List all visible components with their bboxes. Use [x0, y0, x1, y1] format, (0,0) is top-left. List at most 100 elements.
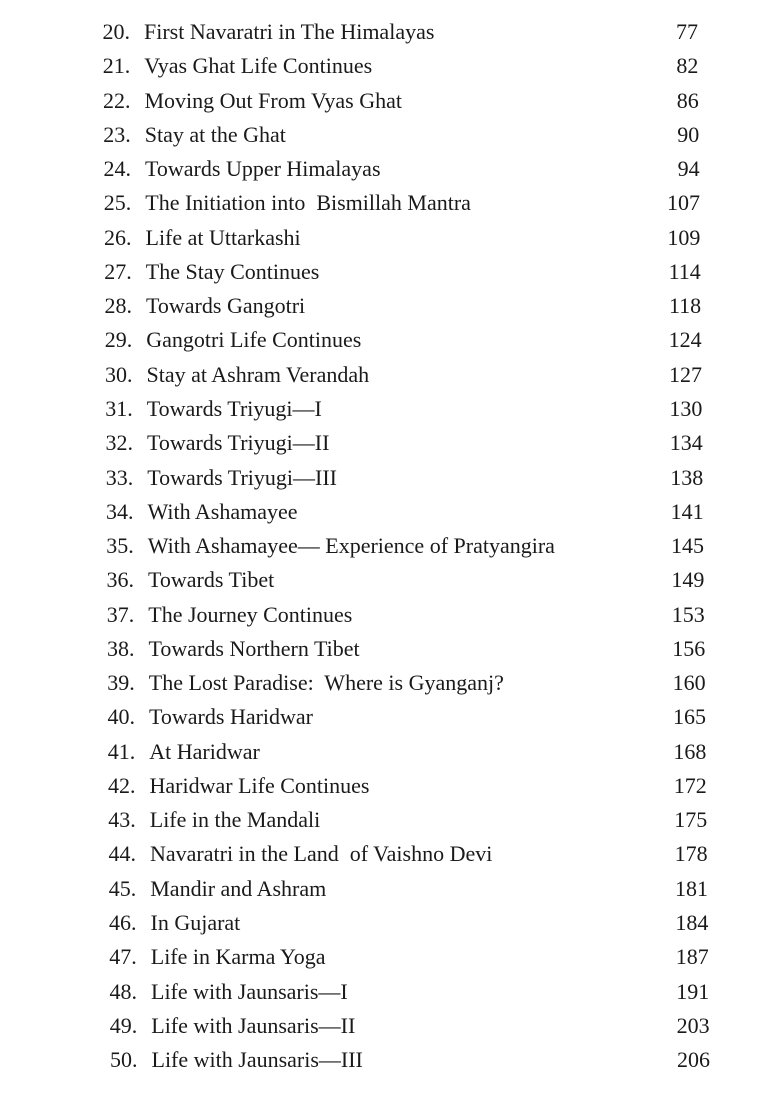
- toc-entry: 44. Navaratri in the Land of Vaishno Devi…: [88, 839, 708, 869]
- entry-title: Towards Tibet: [148, 567, 275, 593]
- entry-title: Life with Jaunsaris—II: [151, 1012, 356, 1038]
- toc-entry: 23. Stay at the Ghat 90: [83, 120, 699, 150]
- toc-entry: 38. Towards Northern Tibet 156: [87, 634, 706, 664]
- toc-entry: 24. Towards Upper Himalayas 94: [83, 154, 700, 184]
- entry-title: Towards Triyugi—III: [147, 464, 337, 490]
- entry-number: 26.: [104, 224, 132, 250]
- entry-number: 22.: [103, 87, 131, 113]
- entry-page: 165: [673, 704, 706, 730]
- entry-title: The Lost Paradise: Where is Gyanganj?: [148, 670, 504, 696]
- entry-title: Moving Out From Vyas Ghat: [144, 87, 403, 113]
- entry-page: 178: [674, 841, 708, 867]
- entry-title: Stay at the Ghat: [144, 121, 286, 147]
- entry-title: Towards Northern Tibet: [148, 635, 360, 661]
- entry-title: With Ashamayee— Experience of Pratyangir…: [147, 533, 555, 559]
- entry-page: 94: [677, 156, 700, 182]
- entry-title: Haridwar Life Continues: [149, 772, 370, 798]
- entry-number: 36.: [106, 567, 135, 593]
- entry-page: 114: [668, 258, 701, 284]
- entry-title: Life in the Mandali: [149, 807, 321, 833]
- entry-title: Life with Jaunsaris—I: [151, 978, 348, 1004]
- entry-number: 41.: [107, 738, 136, 764]
- toc-entry: 29. Gangotri Life Continues 124: [84, 325, 702, 355]
- toc-entry: 43. Life in the Mandali 175: [88, 805, 707, 835]
- entry-title: Towards Upper Himalayas: [145, 156, 381, 182]
- entry-title: The Initiation into Bismillah Mantra: [145, 190, 471, 216]
- entry-title: The Stay Continues: [145, 258, 320, 284]
- entry-page: 109: [667, 224, 701, 250]
- entry-number: 46.: [109, 910, 137, 936]
- entry-number: 31.: [105, 395, 133, 421]
- entry-title: First Navaratri in The Himalayas: [144, 19, 435, 44]
- entry-page: 168: [673, 738, 707, 764]
- entry-title: Life with Jaunsaris—III: [151, 1047, 363, 1073]
- entry-page: 134: [669, 430, 703, 456]
- entry-number: 23.: [103, 121, 131, 147]
- entry-title: Towards Triyugi—I: [146, 395, 322, 421]
- entry-number: 32.: [105, 430, 134, 456]
- entry-page: 153: [671, 601, 705, 627]
- entry-title: Life in Karma Yoga: [150, 944, 326, 970]
- entry-title: Towards Gangotri: [146, 293, 306, 319]
- entry-page: 118: [669, 293, 702, 319]
- entry-page: 107: [667, 190, 700, 216]
- entry-page: 90: [677, 121, 700, 147]
- entry-number: 25.: [103, 190, 132, 216]
- entry-title: Towards Triyugi—II: [147, 430, 330, 456]
- entry-page: 86: [676, 87, 699, 113]
- entry-page: 181: [675, 875, 708, 901]
- entry-page: 156: [672, 635, 706, 661]
- toc-entry: 41. At Haridwar 168: [87, 737, 707, 767]
- entry-page: 127: [669, 361, 702, 387]
- entry-number: 24.: [103, 156, 132, 182]
- entry-number: 30.: [105, 361, 133, 387]
- entry-page: 184: [675, 910, 709, 936]
- toc-entry: 48. Life with Jaunsaris—I 191: [89, 977, 710, 1007]
- toc-entry: 26. Life at Uttarkashi 109: [84, 223, 701, 253]
- toc-entry: 27. The Stay Continues 114: [84, 257, 701, 287]
- entry-title: Gangotri Life Continues: [146, 327, 362, 353]
- toc-entry: 35. With Ashamayee— Experience of Pratyan…: [86, 531, 704, 561]
- entry-number: 43.: [108, 807, 136, 833]
- entry-title: The Journey Continues: [148, 601, 353, 627]
- entry-page: 203: [676, 1012, 710, 1038]
- toc-entry: 40. Towards Haridwar 165: [87, 702, 707, 732]
- entry-page: 77: [676, 19, 698, 44]
- entry-title: Stay at Ashram Verandah: [146, 361, 370, 387]
- entry-title: In Gujarat: [150, 910, 241, 936]
- toc-entry: 22. Moving Out From Vyas Ghat 86: [83, 86, 699, 116]
- entry-page: 141: [670, 498, 704, 524]
- entry-number: 48.: [109, 978, 138, 1004]
- entry-page: 172: [673, 772, 707, 798]
- toc-entry: 47. Life in Karma Yoga 187: [89, 942, 709, 972]
- entry-page: 187: [675, 944, 709, 970]
- entry-page: 138: [670, 464, 704, 490]
- entry-number: 28.: [104, 293, 133, 319]
- toc-entry: 46. In Gujarat 184: [89, 908, 709, 938]
- entry-number: 49.: [109, 1012, 138, 1038]
- toc-entry: 28. Towards Gangotri 118: [84, 291, 702, 321]
- toc-entry: 20. First Navaratri in The Himalayas 77: [82, 17, 699, 47]
- entry-page: 82: [676, 53, 699, 79]
- toc-entry: 39. The Lost Paradise: Where is Gyanganj?…: [87, 668, 705, 698]
- entry-title: At Haridwar: [149, 738, 260, 764]
- toc-entry: 32. Towards Triyugi—II 134: [85, 428, 703, 458]
- entry-number: 47.: [109, 944, 137, 970]
- toc-entry: 36. Towards Tibet 149: [86, 565, 705, 595]
- entry-number: 35.: [106, 533, 134, 559]
- entry-number: 42.: [108, 772, 136, 798]
- entry-number: 20.: [102, 19, 131, 44]
- entry-number: 38.: [107, 635, 135, 661]
- toc-entry: 37. The Journey Continues 153: [86, 600, 705, 630]
- entry-number: 27.: [104, 258, 132, 284]
- entry-page: 206: [677, 1047, 710, 1073]
- entry-title: Life at Uttarkashi: [145, 224, 301, 250]
- toc-entry: 25. The Initiation into Bismillah Mantra 1…: [83, 188, 700, 218]
- entry-number: 37.: [106, 601, 135, 627]
- toc-entry: 31. Towards Triyugi—I 130: [85, 394, 702, 424]
- entry-number: 34.: [106, 498, 134, 524]
- toc-entry: 33. Towards Triyugi—III 138: [85, 463, 703, 493]
- toc-entry: 21. Vyas Ghat Life Continues 82: [82, 51, 699, 81]
- entry-number: 44.: [108, 841, 137, 867]
